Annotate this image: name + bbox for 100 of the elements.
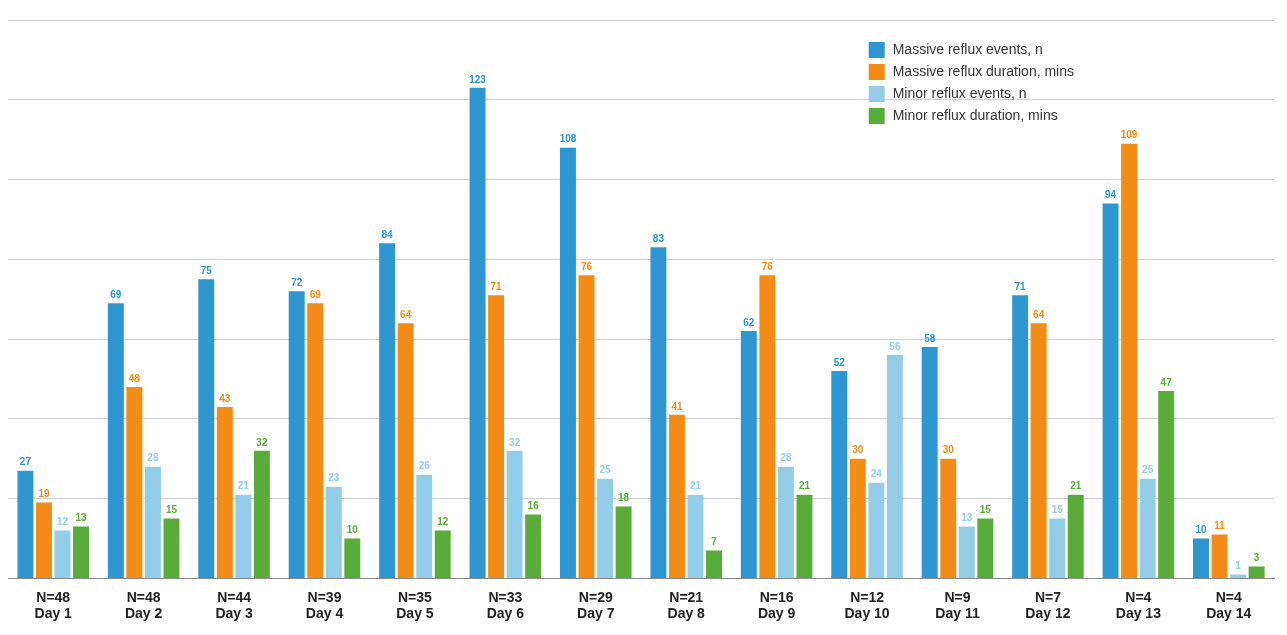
bar [1067, 494, 1084, 578]
bar [35, 502, 52, 578]
bar [216, 406, 233, 578]
legend-label: Massive reflux events, n [892, 40, 1043, 57]
bar [578, 275, 595, 578]
data-label: 94 [1104, 189, 1117, 201]
bar [17, 470, 34, 578]
data-label: 83 [652, 233, 665, 245]
bar [1139, 478, 1156, 578]
bar [126, 386, 143, 578]
x-tick-label: N=39 Day 4 [305, 588, 344, 622]
data-label: 12 [437, 516, 449, 528]
bar [940, 458, 957, 578]
x-tick-label: N=48 Day 1 [34, 588, 73, 622]
bar [1012, 295, 1029, 578]
data-label: 109 [1120, 129, 1138, 141]
data-label: 69 [309, 288, 322, 300]
bar [849, 458, 866, 578]
bar [198, 279, 215, 578]
data-label: 23 [328, 472, 340, 484]
bar [615, 506, 632, 578]
bar [469, 87, 486, 578]
x-tick-label: N=29 Day 7 [577, 588, 615, 622]
bar [687, 494, 704, 578]
x-tick-label: N=7 Day 12 [1025, 588, 1071, 622]
bar [977, 518, 994, 578]
data-label: 19 [38, 488, 50, 500]
data-label: 28 [780, 452, 792, 464]
bar [560, 147, 576, 578]
data-label: 25 [1142, 464, 1154, 476]
data-label: 76 [580, 261, 593, 273]
bar [668, 414, 685, 578]
data-label: 72 [291, 276, 303, 288]
data-label: 7 [711, 536, 718, 548]
x-tick-label: N=4 Day 14 [1206, 588, 1252, 622]
bar [868, 482, 885, 578]
bar [163, 518, 180, 578]
data-label: 10 [1195, 524, 1207, 536]
data-label: 76 [761, 261, 774, 273]
data-label: 21 [237, 480, 250, 492]
data-label: 15 [165, 504, 178, 516]
data-label: 69 [110, 288, 122, 300]
data-label: 123 [469, 73, 487, 85]
bar [921, 347, 938, 578]
bar [73, 526, 89, 578]
data-label: 62 [743, 316, 755, 328]
data-label: 21 [1070, 480, 1082, 492]
bar [706, 550, 722, 578]
x-tick-label: N=48 Day 2 [124, 588, 163, 622]
data-label: 43 [219, 392, 231, 404]
data-label: 71 [490, 280, 503, 292]
bar [506, 450, 523, 578]
bar [235, 494, 252, 578]
x-tick-label: N=4 Day 13 [1115, 588, 1162, 622]
bar [759, 275, 776, 578]
x-tick-label: N=33 Day 6 [486, 588, 525, 622]
bar [288, 291, 305, 578]
data-label: 71 [1014, 280, 1027, 292]
data-label: 84 [381, 229, 394, 241]
bar [958, 526, 975, 578]
data-label: 32 [509, 436, 521, 448]
data-label: 15 [979, 504, 992, 516]
bar [831, 370, 848, 578]
bar [144, 466, 161, 578]
bar [1030, 323, 1047, 578]
data-label: 28 [147, 452, 159, 464]
data-label: 24 [870, 468, 883, 480]
bar [1248, 566, 1265, 578]
x-tick-label: N=44 Day 3 [215, 588, 253, 622]
bar [397, 323, 414, 578]
data-label: 30 [852, 444, 864, 456]
data-label: 21 [689, 480, 702, 492]
bar [1158, 390, 1175, 578]
bar [796, 494, 813, 578]
bar [434, 530, 451, 578]
x-tick-label: N=12 Day 10 [844, 588, 890, 622]
bar [650, 247, 667, 578]
bar [1193, 538, 1209, 578]
data-label: 32 [256, 436, 268, 448]
data-label: 27 [19, 456, 32, 468]
data-label: 64 [400, 308, 412, 320]
bar [525, 514, 542, 578]
data-label: 48 [128, 372, 141, 384]
x-tick-label: N=35 Day 5 [396, 588, 434, 622]
data-label: 21 [798, 480, 811, 492]
data-label: 13 [961, 512, 973, 524]
bar [1102, 203, 1119, 578]
bar [54, 530, 71, 578]
bar [307, 303, 324, 578]
data-label: 64 [1033, 308, 1045, 320]
data-label: 108 [559, 133, 577, 145]
data-label: 26 [418, 460, 431, 472]
data-label: 47 [1160, 376, 1173, 388]
bar [344, 538, 361, 578]
data-label: 10 [346, 524, 359, 536]
bar [777, 466, 794, 578]
bar [1049, 518, 1066, 578]
legend-label: Minor reflux events, n [892, 84, 1027, 101]
data-label: 18 [618, 492, 630, 504]
data-label: 12 [56, 516, 69, 528]
